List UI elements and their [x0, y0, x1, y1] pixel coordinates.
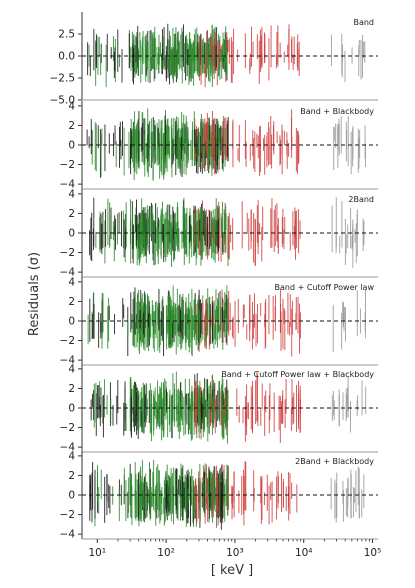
y-tick-label: 4 [68, 276, 75, 288]
residual-bars [87, 285, 366, 357]
panel-label: Band + Cutoff Power law [275, 283, 375, 292]
x-tick-label: 10³ [226, 547, 244, 559]
y-tick-label: −4 [60, 529, 76, 541]
y-tick-label: −2 [60, 335, 75, 347]
residual-bars [87, 23, 366, 88]
y-tick-label: 4 [68, 363, 75, 375]
residual-bars [89, 459, 365, 530]
y-tick-label: 2.5 [58, 29, 75, 41]
y-tick-label: 0 [68, 140, 75, 152]
y-tick-label: 0 [68, 490, 75, 502]
panel-label: Band + Blackbody [300, 107, 374, 116]
y-tick-label: −2 [60, 422, 75, 434]
y-tick-label: 4 [68, 450, 75, 462]
y-tick-label: 2 [68, 296, 75, 308]
y-tick-label: −2 [60, 509, 75, 521]
x-axis: 10¹ 10² 10³ 10⁴ 10⁵ [88, 539, 381, 559]
y-tick-label: −4 [60, 179, 76, 191]
residual-bars [86, 108, 366, 181]
y-tick-label: 0 [68, 403, 75, 415]
y-tick-label: 2 [68, 120, 75, 132]
x-tick-label: 10² [157, 547, 175, 559]
x-tick-label: 10⁵ [364, 547, 382, 559]
panel-label: Band [353, 18, 374, 27]
residual-panel: 4 2 0 −2 −4 Band + Blackbody [60, 100, 378, 191]
y-tick-label: 2 [68, 470, 75, 482]
x-axis-label: [ keV ] [211, 563, 253, 578]
y-tick-label: 4 [68, 188, 75, 200]
y-tick-label: −2.5 [50, 73, 76, 85]
panel-label: Band + Cutoff Power law + Blackbody [221, 370, 374, 379]
y-tick-label: 4 [68, 100, 75, 112]
panel-label: 2Band [348, 195, 374, 204]
y-tick-label: 0 [68, 316, 75, 328]
y-tick-label: −2 [60, 159, 75, 171]
residual-panel: 4 2 0 −2 −4 Band + Cutoff Power law + Blackbo… [60, 363, 378, 454]
x-tick-label: 10⁴ [295, 547, 313, 559]
x-tick-label: 10¹ [88, 547, 106, 559]
y-tick-label: −5.0 [50, 95, 76, 107]
y-axis-label: Residuals (σ) [27, 252, 42, 336]
residual-bars [90, 371, 367, 444]
y-tick-label: 0.0 [58, 51, 75, 63]
residual-panel: 4 2 0 −2 −4 2Band [60, 188, 378, 279]
y-tick-label: −4 [60, 267, 76, 279]
residual-panel: 4 2 0 −2 −4 2Band + Blackbody [60, 450, 378, 541]
residual-bars [89, 197, 365, 268]
panel-label: 2Band + Blackbody [295, 457, 374, 466]
y-tick-label: −4 [60, 442, 76, 454]
y-tick-label: −4 [60, 355, 76, 367]
residual-panel: 4 2 0 −2 −4 Band + Cutoff Power law [60, 276, 378, 367]
residual-panel: 2.5 0.0 −2.5 −5.0 Band [50, 12, 378, 107]
panels-group: 2.5 0.0 −2.5 −5.0 Band 4 2 0 −2 −4 Band + Blackbod… [50, 12, 378, 541]
y-tick-label: 0 [68, 228, 75, 240]
y-tick-label: 2 [68, 208, 75, 220]
y-tick-label: 2 [68, 383, 75, 395]
y-tick-label: −2 [60, 247, 75, 259]
